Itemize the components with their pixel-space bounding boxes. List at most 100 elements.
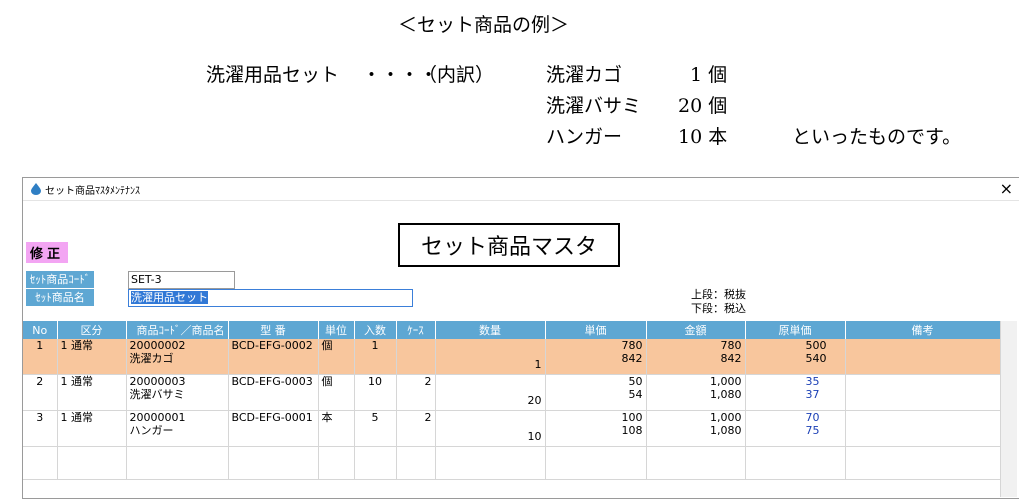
items-grid: No 区分 商品ｺｰﾄﾞ／商品名 型 番 単位 入数 ｹｰｽ 数量 単価 金額 … (23, 321, 1001, 480)
col-header-unit[interactable]: 単位 (318, 321, 355, 339)
cell-note[interactable] (845, 374, 1001, 411)
intro-item-name: 洗濯カゴ (546, 64, 623, 86)
col-header-unit-price[interactable]: 単価 (545, 321, 647, 339)
cell-code-name[interactable]: 20000003 洗濯バサミ (126, 374, 229, 411)
cost-in-tax: 540 (805, 352, 827, 365)
table-row[interactable]: 1 1 通常 20000002 洗濯カゴ BCD-EFG-0002 個 1 1 7… (23, 339, 1001, 375)
price-in-tax: 54 (628, 388, 643, 401)
cell-cost-price: 500 540 (745, 339, 846, 375)
cell-note[interactable] (845, 410, 1001, 447)
amount-in-tax: 842 (720, 352, 742, 365)
empty-cell[interactable] (396, 446, 436, 480)
amount-ex-tax: 780 (720, 339, 742, 352)
empty-cell[interactable] (318, 446, 355, 480)
empty-cell[interactable] (545, 446, 647, 480)
cell-unit-price[interactable]: 50 54 (545, 374, 647, 411)
amount-ex-tax: 1,000 (710, 375, 742, 388)
cell-cost-price: 70 75 (745, 410, 846, 447)
empty-cell[interactable] (646, 446, 746, 480)
col-header-no[interactable]: No (23, 321, 58, 339)
cell-note[interactable] (845, 339, 1001, 375)
empty-cell[interactable] (845, 446, 1001, 480)
intro-item-qty: 20 個 (678, 95, 728, 117)
empty-cell[interactable] (23, 446, 58, 480)
price-in-tax: 842 (621, 352, 643, 365)
cell-kubun[interactable]: 1 通常 (57, 339, 127, 375)
price-ex-tax: 100 (621, 411, 643, 424)
tax-upper-note: 上段：税抜 (691, 288, 746, 301)
intro-title: ＜セット商品の例＞ (398, 14, 570, 36)
item-code: 20000003 (129, 375, 186, 388)
cell-irisu[interactable]: 10 (354, 374, 397, 411)
col-header-amount[interactable]: 金額 (646, 321, 746, 339)
item-code: 20000001 (129, 411, 186, 424)
cell-cost-price: 35 37 (745, 374, 846, 411)
set-code-input[interactable]: SET-3 (128, 271, 235, 289)
intro-closing: といったものです。 (792, 126, 962, 148)
intro-item-name: ハンガー (546, 126, 623, 148)
empty-row[interactable] (23, 446, 1001, 480)
screen-title: セット商品マスタ (398, 223, 620, 267)
empty-cell[interactable] (354, 446, 397, 480)
empty-cell[interactable] (228, 446, 319, 480)
cell-model: BCD-EFG-0001 (228, 410, 319, 447)
cell-amount: 1,000 1,080 (646, 374, 746, 411)
col-header-note[interactable]: 備考 (845, 321, 1001, 339)
price-in-tax: 108 (621, 424, 643, 437)
grid-header-row: No 区分 商品ｺｰﾄﾞ／商品名 型 番 単位 入数 ｹｰｽ 数量 単価 金額 … (23, 321, 1001, 339)
item-name: 洗濯カゴ (129, 352, 174, 365)
set-code-label: ｾｯﾄ商品ｺｰﾄﾞ (26, 271, 94, 288)
empty-cell[interactable] (57, 446, 127, 480)
empty-cell[interactable] (745, 446, 846, 480)
price-ex-tax: 780 (621, 339, 643, 352)
col-header-irisu[interactable]: 入数 (354, 321, 397, 339)
title-bar: セット商品ﾏｽﾀﾒﾝﾃﾅﾝｽ × (23, 178, 1019, 201)
cell-amount: 780 842 (646, 339, 746, 375)
cell-no: 1 (23, 339, 58, 375)
cell-qty[interactable]: 1 (435, 339, 546, 375)
cell-model: BCD-EFG-0002 (228, 339, 319, 375)
cell-case[interactable]: 2 (396, 374, 436, 411)
col-header-code-name[interactable]: 商品ｺｰﾄﾞ／商品名 (126, 321, 229, 339)
cell-code-name[interactable]: 20000001 ハンガー (126, 410, 229, 447)
cell-kubun[interactable]: 1 通常 (57, 410, 127, 447)
cell-kubun[interactable]: 1 通常 (57, 374, 127, 411)
cell-case[interactable] (396, 339, 436, 375)
col-header-case[interactable]: ｹｰｽ (396, 321, 436, 339)
set-name-selected-text: 洗濯用品セット (131, 291, 208, 304)
amount-ex-tax: 1,000 (710, 411, 742, 424)
close-icon[interactable]: × (999, 179, 1013, 198)
price-ex-tax: 50 (628, 375, 643, 388)
col-header-model[interactable]: 型 番 (228, 321, 319, 339)
cell-qty[interactable]: 10 (435, 410, 546, 447)
set-name-input[interactable]: 洗濯用品セット (128, 289, 413, 307)
item-code: 20000002 (129, 339, 186, 352)
cell-unit: 本 (318, 410, 355, 447)
cell-unit-price[interactable]: 780 842 (545, 339, 647, 375)
cell-irisu[interactable]: 1 (354, 339, 397, 375)
window-title: セット商品ﾏｽﾀﾒﾝﾃﾅﾝｽ (45, 186, 140, 197)
amount-in-tax: 1,080 (710, 388, 742, 401)
cell-no: 2 (23, 374, 58, 411)
col-header-qty[interactable]: 数量 (435, 321, 546, 339)
cost-ex-tax: 70 (805, 411, 820, 424)
item-name: ハンガー (129, 424, 174, 437)
grid-scrollbar[interactable] (1000, 321, 1017, 497)
intro-dots: ・・・・ (362, 64, 439, 86)
empty-cell[interactable] (126, 446, 229, 480)
cell-code-name[interactable]: 20000002 洗濯カゴ (126, 339, 229, 375)
cell-unit-price[interactable]: 100 108 (545, 410, 647, 447)
cell-case[interactable]: 2 (396, 410, 436, 447)
item-name: 洗濯バサミ (129, 388, 185, 401)
table-row[interactable]: 3 1 通常 20000001 ハンガー BCD-EFG-0001 本 5 2 1… (23, 410, 1001, 447)
cell-irisu[interactable]: 5 (354, 410, 397, 447)
cell-qty[interactable]: 20 (435, 374, 546, 411)
table-row[interactable]: 2 1 通常 20000003 洗濯バサミ BCD-EFG-0003 個 10 2… (23, 374, 1001, 411)
cost-ex-tax: 500 (805, 339, 827, 352)
col-header-cost-price[interactable]: 原単価 (745, 321, 846, 339)
col-header-kubun[interactable]: 区分 (57, 321, 127, 339)
empty-cell[interactable] (435, 446, 546, 480)
cell-no: 3 (23, 410, 58, 447)
amount-in-tax: 1,080 (710, 424, 742, 437)
app-icon (31, 183, 41, 195)
